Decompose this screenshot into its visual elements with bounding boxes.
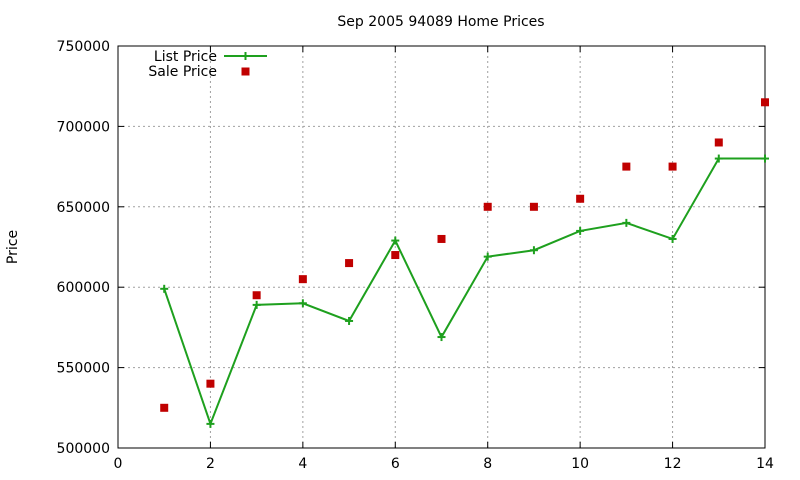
sale-price-point [529, 202, 538, 211]
sale-price-point [483, 202, 492, 211]
x-tick-label: 10 [571, 456, 589, 472]
series-layer [160, 98, 769, 428]
sale-price-point [437, 234, 446, 243]
list-price-line [163, 157, 765, 427]
legend-marker-list-price [241, 52, 250, 60]
sale-price-point [298, 275, 307, 284]
list-price-point [622, 218, 631, 227]
list-price-point [298, 299, 307, 308]
sale-price-point [252, 291, 261, 300]
list-price-point [761, 154, 769, 163]
sale-price-point [576, 194, 585, 203]
plot-frame [117, 45, 766, 449]
sale-price-point [206, 379, 215, 388]
list-price-point [345, 316, 354, 325]
axis-ticks: 0 2 4 6 8 10 12 14 500000 550000 600000 650000 70000… [57, 39, 774, 472]
x-tick-label: 14 [756, 456, 774, 472]
x-tick-label: 12 [664, 456, 682, 472]
legend: List Price Sale Price [148, 49, 267, 80]
legend-marker-sale-price [241, 67, 250, 76]
list-price-point [483, 252, 492, 261]
y-tick-label: 650000 [57, 200, 110, 216]
list-price-point [576, 226, 585, 235]
list-price-point [252, 300, 261, 309]
list-price-point [714, 154, 723, 163]
y-tick-label: 550000 [57, 361, 110, 377]
x-tick-label: 0 [114, 456, 123, 472]
list-price-point [437, 333, 446, 342]
y-tick-label: 500000 [57, 441, 110, 457]
sale-price-point [668, 162, 677, 171]
legend-label-list-price: List Price [154, 49, 217, 65]
y-tick-label: 750000 [57, 39, 110, 55]
legend-plus-marker [241, 52, 250, 60]
x-tick-label: 8 [483, 456, 492, 472]
sale-price-point [345, 259, 354, 268]
x-tick-label: 6 [391, 456, 400, 472]
y-tick-label: 700000 [57, 119, 110, 135]
legend-label-sale-price: Sale Price [148, 64, 217, 80]
list-price-point [160, 284, 169, 293]
x-tick-label: 2 [206, 456, 215, 472]
list-price-point [391, 236, 400, 245]
sale-price-point [714, 138, 723, 147]
x-tick-label: 4 [298, 456, 307, 472]
list-price-point [668, 234, 677, 243]
chart-title: Sep 2005 94089 Home Prices [337, 14, 544, 30]
sale-price-point [391, 251, 400, 260]
sale-price-point [622, 162, 631, 171]
grid [118, 46, 765, 448]
sale-price-point [160, 403, 169, 412]
y-axis-label: Price [5, 230, 21, 264]
list-price-point [206, 419, 215, 428]
list-price-point [529, 246, 538, 255]
y-tick-label: 600000 [57, 280, 110, 296]
sale-price-point [761, 98, 769, 107]
